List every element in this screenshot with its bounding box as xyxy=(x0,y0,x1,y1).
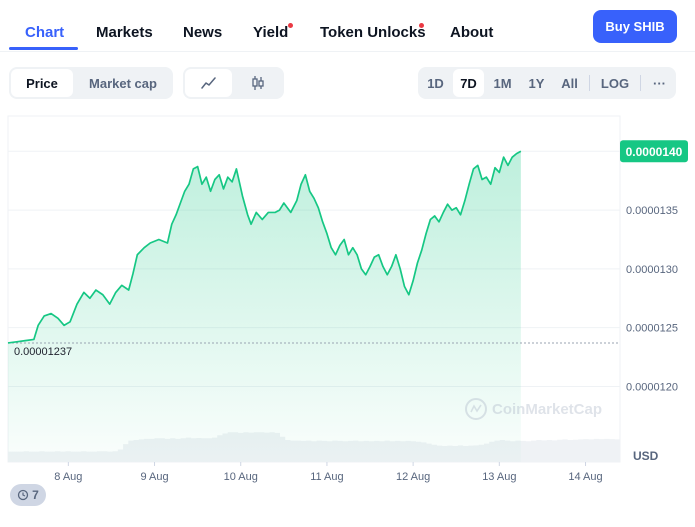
history-count: 7 xyxy=(32,488,39,502)
token-unlocks-alert-dot xyxy=(419,23,424,28)
open-price-label: 0.00001237 xyxy=(14,346,72,358)
tab-chart[interactable]: Chart xyxy=(25,24,65,41)
current-price-tag xyxy=(620,140,688,163)
log-divider xyxy=(640,75,641,91)
price-line xyxy=(7,150,522,344)
current-price-label: 0.0000140 xyxy=(626,145,683,159)
price-toggle[interactable]: Price xyxy=(11,69,73,97)
line-chart-button[interactable] xyxy=(185,69,232,97)
more-options-button[interactable]: ··· xyxy=(653,75,666,91)
range-divider xyxy=(589,75,590,91)
y-tick-label: 0.0000135 xyxy=(626,205,678,217)
currency-label: USD xyxy=(633,449,659,463)
x-tick-label: 8 Aug xyxy=(54,471,82,483)
x-tick-label: 14 Aug xyxy=(568,471,602,483)
tab-yield[interactable]: Yield xyxy=(253,24,289,41)
x-tick-label: 9 Aug xyxy=(140,471,168,483)
tab-about[interactable]: About xyxy=(450,24,494,41)
coinmarketcap-logo-icon xyxy=(465,398,487,420)
range-1m-button[interactable]: 1M xyxy=(493,75,512,91)
metric-toggle: Price Market cap xyxy=(9,67,173,99)
y-tick-label: 0.0000125 xyxy=(626,323,678,335)
y-axis-ticks: 0.00001400.00001350.00001300.00001250.00… xyxy=(626,146,678,393)
price-chart: 0.0000140 0.0000135 0.0000130 0.0000125 0.00… xyxy=(0,110,695,510)
range-all-button[interactable]: All xyxy=(561,75,578,91)
y-tick-label: 0.0000130 xyxy=(626,264,678,276)
price-chart-svg: 0.0000140 0.0000135 0.0000130 0.0000125 0.00… xyxy=(7,115,688,483)
history-icon xyxy=(18,489,29,501)
y-tick-label: 0.0000120 xyxy=(626,381,678,393)
watermark-text: CoinMarketCap xyxy=(492,401,602,418)
x-tick-label: 12 Aug xyxy=(396,471,430,483)
candlestick-chart-button[interactable] xyxy=(234,69,282,97)
chart-style-toggle xyxy=(183,67,284,99)
x-axis-ticks: 8 Aug 9 Aug 10 Aug 11 Aug 12 Aug 13 Aug 14 Aug xyxy=(54,462,603,483)
coinmarketcap-watermark: CoinMarketCap xyxy=(465,398,602,420)
active-tab-indicator xyxy=(9,47,78,50)
range-7d-button[interactable]: 7D xyxy=(453,69,484,97)
history-badge[interactable]: 7 xyxy=(10,484,46,506)
tab-token-unlocks[interactable]: Token Unlocks xyxy=(320,24,426,41)
market-cap-toggle[interactable]: Market cap xyxy=(89,75,157,91)
range-1d-button[interactable]: 1D xyxy=(427,75,444,91)
top-navigation: Chart Markets News Yield Token Unlocks A… xyxy=(0,0,695,52)
line-chart-icon xyxy=(200,77,216,89)
buy-shib-button[interactable]: Buy SHIB xyxy=(593,10,677,43)
x-tick-label: 11 Aug xyxy=(310,471,343,483)
yield-alert-dot xyxy=(288,23,293,28)
log-scale-button[interactable]: LOG xyxy=(600,75,630,91)
candlestick-icon xyxy=(252,76,264,90)
range-1y-button[interactable]: 1Y xyxy=(528,75,545,91)
x-tick-label: 10 Aug xyxy=(224,471,258,483)
time-range-toggle: 1D 7D 1M 1Y All LOG ··· xyxy=(418,67,676,99)
tab-news[interactable]: News xyxy=(183,24,223,41)
price-area-fill xyxy=(8,151,521,462)
tab-markets[interactable]: Markets xyxy=(96,24,153,41)
x-tick-label: 13 Aug xyxy=(482,471,516,483)
